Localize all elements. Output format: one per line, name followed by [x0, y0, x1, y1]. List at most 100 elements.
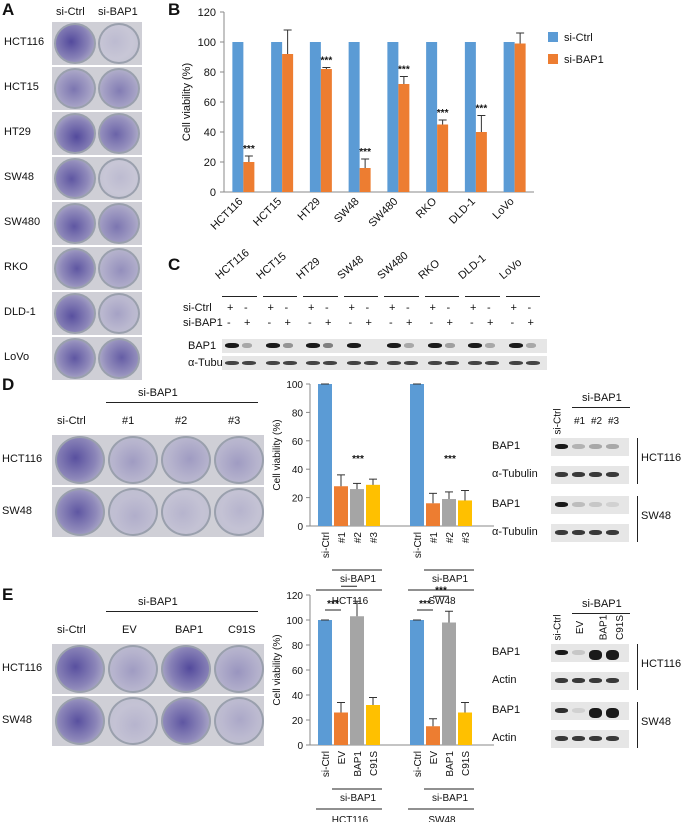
group-sub-label: si-BAP1	[340, 793, 377, 804]
plate-dish	[161, 436, 211, 484]
significance-mark: ***	[359, 147, 371, 158]
plate-row-label: HCT116	[2, 662, 43, 674]
plate-dish	[108, 697, 158, 745]
plate-dish	[108, 488, 158, 536]
blot-group-underline	[303, 296, 338, 297]
blot-cell-line-label: HCT15	[253, 250, 289, 282]
plate-dish	[55, 645, 105, 693]
blot-plus-minus: -	[510, 317, 515, 329]
blot-band	[606, 678, 619, 683]
bar-BAP1	[350, 616, 364, 745]
blot-plus-minus: -	[365, 302, 370, 314]
y-tick-label: 0	[297, 522, 303, 533]
blot-band	[572, 444, 585, 449]
blot-group-underline	[343, 296, 378, 297]
bar-si-Ctrl	[348, 42, 360, 192]
blot-band	[508, 343, 523, 348]
blot-protein-label: α-Tubulin	[492, 526, 538, 538]
blot-band	[555, 502, 568, 507]
plate-row-label: SW48	[4, 171, 34, 183]
plate-row-label: HCT116	[2, 453, 43, 465]
panel-label-b: B	[168, 0, 181, 19]
bar-si-Ctrl	[410, 384, 424, 526]
plate-dish	[98, 158, 140, 199]
blot-plus-minus: +	[510, 302, 517, 314]
blot-group-label: SW48	[641, 716, 671, 728]
blot-col-label: si-Ctrl	[552, 614, 564, 641]
bar-si-Ctrl	[318, 620, 332, 745]
y-axis-label: Cell viability (%)	[272, 634, 283, 705]
blot-group-label: SW48	[641, 510, 671, 522]
blot-plus-minus: -	[244, 302, 248, 314]
blot-cell-line-label: SW480	[375, 249, 411, 282]
blot-band	[485, 343, 495, 348]
plate-dish	[214, 488, 264, 536]
plate-dish	[54, 23, 96, 64]
blot-plus-minus: +	[446, 317, 453, 329]
plate-dish	[161, 645, 211, 693]
blot-header: si-BAP1	[582, 598, 622, 610]
blot-band	[363, 361, 378, 365]
blot-band	[525, 343, 536, 348]
x-tick-label: #2	[353, 532, 364, 544]
blot-col-label: #3	[608, 416, 620, 427]
blot-band	[606, 736, 619, 741]
bar-si-BAP1	[514, 43, 526, 192]
blot-cell-line-label: HT29	[294, 255, 323, 282]
plate-dish	[161, 697, 211, 745]
group-sub-label: si-BAP1	[340, 574, 377, 585]
blot-plus-minus: +	[365, 317, 372, 329]
y-tick-label: 100	[286, 616, 303, 627]
plate-row-label: DLD-1	[4, 306, 36, 318]
blot-band	[225, 361, 239, 365]
significance-mark: ***	[321, 56, 333, 67]
blot-plus-minus: +	[325, 317, 332, 329]
y-tick-label: 40	[292, 465, 304, 476]
x-tick-label: BAP1	[445, 751, 456, 777]
x-tick-label: si-Ctrl	[413, 751, 424, 777]
blot-band	[572, 472, 585, 477]
plate-col-label: #2	[175, 415, 188, 427]
x-tick-label: HCT15	[251, 196, 284, 229]
significance-mark: ***	[435, 585, 447, 596]
bar-si-BAP1	[282, 54, 294, 192]
plate-dish	[98, 338, 140, 379]
y-tick-label: 20	[292, 716, 304, 727]
blot-group-underline	[222, 296, 257, 297]
blot-group-underline	[465, 296, 500, 297]
blot-band	[589, 444, 602, 449]
plate-row-label: LoVo	[4, 351, 30, 363]
x-tick-label: EV	[337, 751, 348, 765]
plate-dish	[108, 645, 158, 693]
blot-band	[427, 361, 442, 365]
y-axis-label: Cell viability (%)	[272, 419, 283, 490]
blot-plus-minus: -	[446, 302, 451, 314]
blot-band	[572, 650, 585, 655]
blot-plus-minus: -	[470, 317, 474, 329]
blot-plus-minus: -	[406, 302, 410, 314]
x-tick-label: C91S	[369, 751, 380, 776]
legend-label: si-BAP1	[564, 54, 604, 66]
plate-row-label: SW48	[2, 714, 32, 726]
group-sub-label: si-BAP1	[432, 574, 469, 585]
blot-band	[555, 736, 568, 741]
blot-protein-label: BAP1	[492, 440, 521, 452]
blot-plus-minus: +	[487, 317, 494, 329]
y-tick-label: 60	[292, 666, 304, 677]
blot-band	[572, 708, 585, 713]
bar-BAP1	[442, 622, 456, 745]
legend-swatch	[548, 32, 558, 42]
y-tick-label: 120	[286, 591, 303, 602]
significance-mark: ***	[419, 599, 431, 610]
plate-header: si-BAP1	[138, 596, 178, 608]
plate-row-label: RKO	[4, 261, 28, 273]
blot-band	[606, 472, 619, 477]
significance-mark: ***	[476, 104, 488, 115]
blot-plus-minus: -	[487, 302, 491, 314]
x-tick-label: BAP1	[353, 751, 364, 777]
bar-#2	[442, 499, 456, 526]
blot-band	[606, 530, 619, 535]
plate-dish	[161, 488, 211, 536]
bar-si-Ctrl	[387, 42, 399, 192]
blot-band	[468, 361, 482, 365]
